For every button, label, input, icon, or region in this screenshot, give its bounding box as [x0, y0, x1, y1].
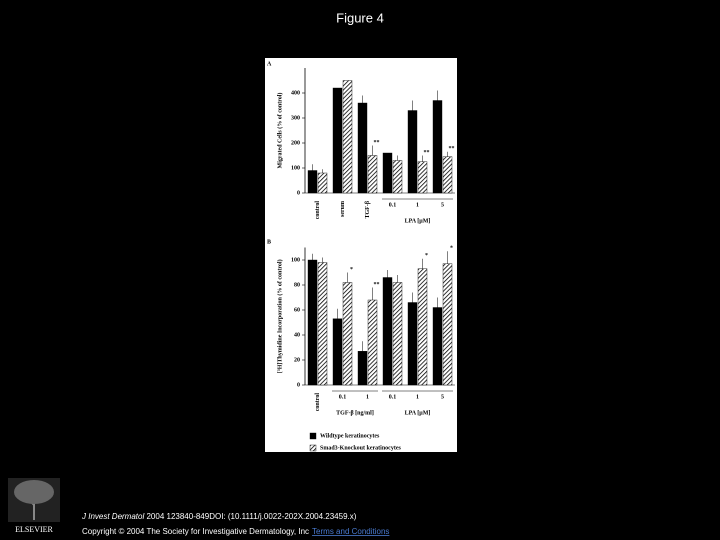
- x-tick-label: control: [315, 201, 321, 220]
- copyright: Copyright © 2004 The Society for Investi…: [82, 527, 389, 536]
- bar: [332, 318, 343, 386]
- terms-link[interactable]: Terms and Conditions: [312, 527, 389, 536]
- group-label: LPA [µM]: [405, 218, 431, 224]
- bar: [332, 87, 343, 194]
- slide-title: Figure 4: [336, 10, 384, 25]
- journal: J Invest Dermatol: [81, 512, 144, 521]
- bar: [407, 110, 418, 194]
- citation: J Invest Dermatol 2004 123840-849DOI: (1…: [81, 512, 357, 521]
- bar: [367, 155, 378, 194]
- group-label: LPA [µM]: [405, 410, 431, 416]
- panel-label: B: [267, 239, 271, 245]
- significance-label: *: [350, 267, 353, 273]
- y-tick-label: 100: [291, 165, 300, 171]
- bar: [417, 161, 428, 194]
- significance-label: *: [450, 246, 453, 252]
- legend-label: Smad3-Knockout keratinocytes: [320, 445, 401, 451]
- significance-label: **: [424, 150, 430, 156]
- significance-label: **: [374, 140, 380, 146]
- y-tick-label: 0: [297, 190, 300, 196]
- bar: [392, 282, 403, 386]
- x-tick-label: 0.1: [389, 202, 397, 208]
- y-axis-label: [³H]Thymidine Incorporation (% of contro…: [276, 259, 283, 373]
- legend-swatch: [309, 444, 317, 452]
- x-tick-label: TGF-β: [365, 201, 371, 219]
- y-tick-label: 300: [291, 115, 300, 121]
- bar: [442, 263, 453, 386]
- y-tick-label: 400: [291, 90, 300, 96]
- bar: [307, 259, 318, 386]
- copyright-text: Copyright © 2004 The Society for Investi…: [82, 527, 309, 536]
- x-tick-label: 1: [416, 394, 419, 400]
- y-tick-label: 60: [294, 307, 300, 313]
- y-tick-label: 20: [294, 357, 300, 363]
- legend-swatch: [309, 432, 317, 440]
- y-tick-label: 200: [291, 140, 300, 146]
- logo-text: ELSEVIER: [15, 525, 53, 534]
- x-tick-label: 1: [366, 394, 369, 400]
- significance-label: **: [374, 282, 380, 288]
- bar: [307, 170, 318, 194]
- x-tick-label: control: [315, 393, 321, 412]
- bar: [382, 152, 393, 194]
- significance-label: *: [425, 253, 428, 259]
- bar: [367, 299, 378, 386]
- bar: [392, 160, 403, 194]
- x-tick-label: 5: [441, 202, 444, 208]
- y-tick-label: 80: [294, 282, 300, 288]
- bar: [357, 102, 368, 194]
- significance-label: **: [449, 146, 455, 152]
- bar: [357, 351, 368, 386]
- y-tick-label: 0: [297, 382, 300, 388]
- bar: [417, 268, 428, 386]
- x-tick-label: 0.1: [339, 394, 347, 400]
- bar: [317, 172, 328, 194]
- bar: [407, 302, 418, 386]
- bar: [432, 307, 443, 386]
- bar: [342, 282, 353, 386]
- x-tick-label: 1: [416, 202, 419, 208]
- y-tick-label: 100: [291, 257, 300, 263]
- x-tick-label: 5: [441, 394, 444, 400]
- panel-label: A: [267, 61, 272, 67]
- bar: [342, 80, 353, 194]
- bar: [317, 262, 328, 386]
- bar: [382, 277, 393, 386]
- bar: [442, 156, 453, 194]
- legend-label: Wildtype keratinocytes: [320, 433, 380, 439]
- bar: [432, 100, 443, 194]
- y-axis-label: Migrated Cells (% of control): [276, 93, 283, 169]
- x-tick-label: serum: [340, 201, 346, 217]
- citation-text: 2004 123840-849DOI: (10.1111/j.0022-202X…: [144, 512, 356, 521]
- y-tick-label: 40: [294, 332, 300, 338]
- group-label: TGF-β [ng/ml]: [336, 410, 374, 416]
- elsevier-logo: ELSEVIER: [8, 478, 60, 534]
- x-tick-label: 0.1: [389, 394, 397, 400]
